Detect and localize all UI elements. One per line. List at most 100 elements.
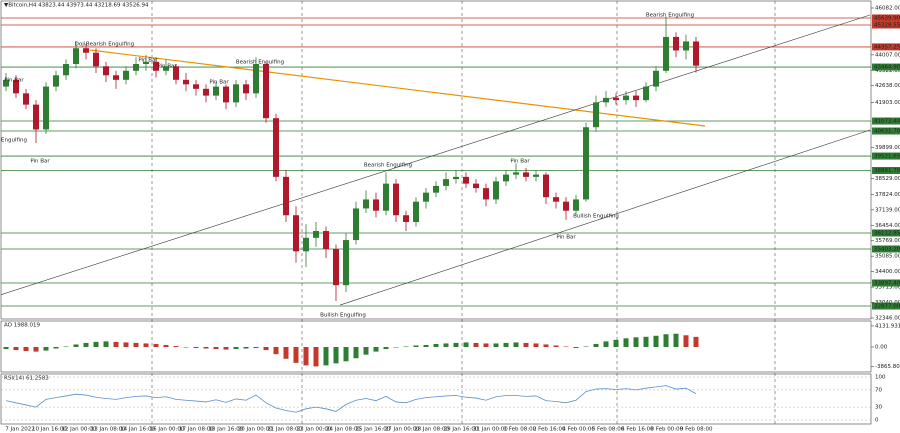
ao-tick-label: 0.00 <box>875 345 888 351</box>
candle-body <box>663 36 669 71</box>
trend-line <box>1 14 871 296</box>
candle-body <box>403 215 409 222</box>
ao-bar <box>573 347 579 349</box>
candle-body <box>553 197 559 202</box>
candle-body <box>673 36 679 51</box>
x-tick-label: 17 Jan 08:00 <box>179 427 214 433</box>
candle-body <box>103 66 109 76</box>
level-label-box <box>872 302 900 310</box>
x-tick-label: 1 Feb 08:00 <box>504 427 537 433</box>
candle-body <box>183 79 189 85</box>
candle-body <box>303 237 309 252</box>
ao-bar <box>103 341 109 348</box>
ao-bar <box>483 343 489 348</box>
candle-body <box>363 199 369 209</box>
candle-body <box>433 185 439 193</box>
annotation: Pin Bar <box>556 235 576 241</box>
ao-bar <box>423 344 429 348</box>
ao-bar <box>403 346 409 348</box>
ao-bar <box>13 347 19 351</box>
candle-body <box>293 215 299 252</box>
ao-bar <box>343 347 349 362</box>
ao-bar <box>203 347 209 349</box>
candle-body <box>523 172 529 177</box>
ao-title: AO 1988.019 <box>4 323 40 329</box>
candle-body <box>493 181 499 200</box>
ao-bar <box>93 341 99 348</box>
candle-body <box>613 97 619 101</box>
level-label: 45639.90 <box>874 15 900 21</box>
ao-bar <box>533 343 539 348</box>
level-label-box <box>872 117 900 125</box>
x-tick-label: 23 Jan 00:00 <box>297 427 332 433</box>
ao-bar <box>513 342 519 348</box>
annotation: Pin Bar <box>138 58 158 64</box>
ao-bar <box>243 347 249 349</box>
candle-body <box>223 86 229 103</box>
annotation: Bearish Engulfing <box>646 13 694 19</box>
trend-line <box>89 49 706 127</box>
ao-bar <box>653 335 659 348</box>
ao-bar <box>363 347 369 355</box>
ao-bar <box>393 347 399 348</box>
x-tick-label: 16 Jan 00:00 <box>150 427 185 433</box>
ao-bar <box>313 347 319 367</box>
ao-bar <box>33 347 39 352</box>
level-label-box <box>872 14 900 22</box>
candle-body <box>203 88 209 96</box>
level-label: 36112.85 <box>874 230 900 236</box>
ao-bar <box>443 343 449 348</box>
candle-body <box>413 201 419 222</box>
candle-body <box>53 75 59 87</box>
rsi-panel <box>0 373 872 425</box>
x-tick-label: 28 Jan 08:00 <box>414 427 449 433</box>
candle-body <box>123 70 129 80</box>
ao-bar <box>463 342 469 348</box>
annotation: Pin Bar <box>157 64 177 70</box>
candle-body <box>693 41 699 66</box>
candle-body <box>463 176 469 184</box>
y-tick-label: 39899.00 <box>875 145 900 151</box>
annotation: Pin Bar <box>209 80 229 86</box>
trend-line <box>339 129 871 306</box>
level-label-box <box>872 127 900 135</box>
y-tick-label: 42638.00 <box>875 83 900 89</box>
candle-body <box>543 174 549 198</box>
candle-body <box>643 86 649 101</box>
ao-bar <box>473 342 479 348</box>
candle-body <box>213 86 219 96</box>
candle-body <box>393 183 399 216</box>
rsi-tick-label: 100 <box>875 375 886 381</box>
ao-bar <box>253 347 259 349</box>
candle-body <box>283 176 289 216</box>
candle-body <box>563 201 569 211</box>
rsi-tick-label: 0 <box>875 418 879 424</box>
candle-body <box>373 199 379 211</box>
ao-bar <box>3 347 9 350</box>
level-label-box <box>872 166 900 174</box>
level-label: 44357.25 <box>874 44 900 50</box>
ao-panel <box>0 320 872 373</box>
y-tick-label: 33715.00 <box>875 285 900 291</box>
level-label: 33897.40 <box>874 280 900 286</box>
level-label-box <box>872 43 900 51</box>
level-label: 45328.55 <box>874 23 900 29</box>
ao-bar <box>633 337 639 348</box>
ao-bar <box>133 342 139 348</box>
ao-bar <box>153 343 159 348</box>
ao-bar <box>83 342 89 348</box>
y-tick-label: 44007.00 <box>875 52 900 58</box>
ao-tick-label: 4131.931 <box>875 323 900 329</box>
rsi-line <box>5 385 697 413</box>
x-tick-label: 10 Jan 16:00 <box>32 427 67 433</box>
candle-body <box>323 231 329 250</box>
ao-bar <box>623 338 629 348</box>
x-tick-label: 24 Jan 08:00 <box>326 427 361 433</box>
level-label: 41073.40 <box>874 119 900 125</box>
x-tick-label: 5 Feb 08:00 <box>592 427 625 433</box>
candle-body <box>533 174 539 177</box>
candle-body <box>173 66 179 80</box>
candle-body <box>343 240 349 286</box>
candle-body <box>503 174 509 182</box>
